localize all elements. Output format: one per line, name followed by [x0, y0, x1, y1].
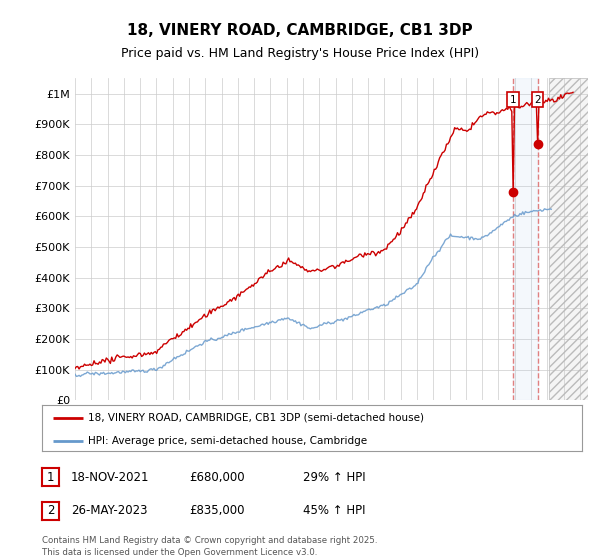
Text: £680,000: £680,000 — [189, 470, 245, 484]
Text: 1: 1 — [509, 95, 516, 105]
Text: 2: 2 — [534, 95, 541, 105]
Text: 45% ↑ HPI: 45% ↑ HPI — [303, 504, 365, 517]
Text: 18, VINERY ROAD, CAMBRIDGE, CB1 3DP: 18, VINERY ROAD, CAMBRIDGE, CB1 3DP — [127, 24, 473, 38]
Text: HPI: Average price, semi-detached house, Cambridge: HPI: Average price, semi-detached house,… — [88, 436, 367, 446]
Text: 26-MAY-2023: 26-MAY-2023 — [71, 504, 148, 517]
Text: Contains HM Land Registry data © Crown copyright and database right 2025.
This d: Contains HM Land Registry data © Crown c… — [42, 536, 377, 557]
Text: 2: 2 — [47, 504, 54, 517]
Text: 29% ↑ HPI: 29% ↑ HPI — [303, 470, 365, 484]
Bar — [548, 78, 600, 400]
Text: £835,000: £835,000 — [189, 504, 245, 517]
Text: 18-NOV-2021: 18-NOV-2021 — [71, 470, 149, 484]
Text: Price paid vs. HM Land Registry's House Price Index (HPI): Price paid vs. HM Land Registry's House … — [121, 46, 479, 60]
Text: 1: 1 — [47, 470, 54, 484]
Bar — [513, 78, 538, 400]
Bar — [548, 78, 600, 400]
Text: 18, VINERY ROAD, CAMBRIDGE, CB1 3DP (semi-detached house): 18, VINERY ROAD, CAMBRIDGE, CB1 3DP (sem… — [88, 413, 424, 423]
